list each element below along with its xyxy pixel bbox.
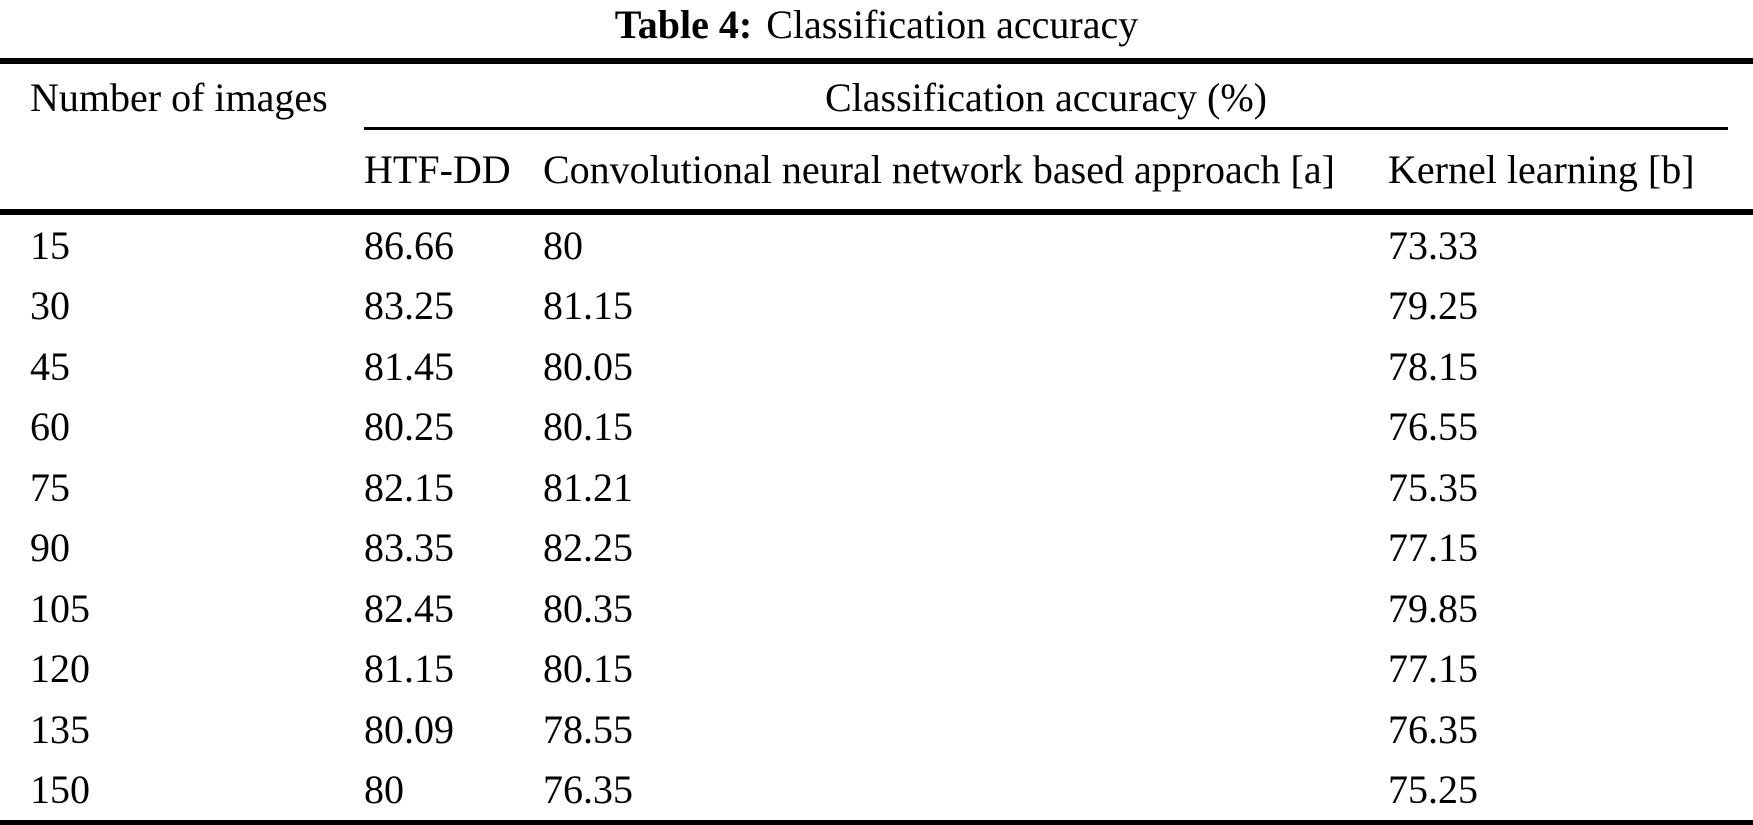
cell-images: 60: [30, 404, 70, 450]
cell-cnn: 80.15: [543, 404, 633, 450]
cell-kernel: 79.25: [1388, 283, 1478, 329]
cell-kernel: 77.15: [1388, 525, 1478, 571]
table-caption-text: Classification accuracy: [766, 1, 1139, 47]
cell-htf-dd: 83.25: [364, 283, 454, 329]
table-caption-label: Table 4:: [614, 1, 753, 47]
cell-cnn: 80.05: [543, 343, 633, 389]
cell-htf-dd: 81.15: [364, 646, 454, 692]
cell-kernel: 79.85: [1388, 585, 1478, 631]
cell-htf-dd: 86.66: [364, 222, 454, 268]
cell-htf-dd: 82.15: [364, 464, 454, 510]
cell-cnn: 78.55: [543, 706, 633, 752]
table-bottom-rule: [0, 820, 1753, 825]
table-caption: Table 4: Classification accuracy: [0, 0, 1753, 58]
cell-htf-dd: 80: [364, 767, 404, 813]
col-header-cnn-approach: Convolutional neural network based appro…: [543, 147, 1335, 192]
cell-images: 120: [30, 646, 90, 692]
cell-images: 45: [30, 343, 70, 389]
cell-images: 75: [30, 464, 70, 510]
cell-cnn: 81.21: [543, 464, 633, 510]
cell-htf-dd: 83.35: [364, 525, 454, 571]
cell-htf-dd: 81.45: [364, 343, 454, 389]
cell-images: 30: [30, 283, 70, 329]
cell-htf-dd: 80.09: [364, 706, 454, 752]
cell-cnn: 80.35: [543, 585, 633, 631]
cell-kernel: 75.25: [1388, 767, 1478, 813]
cell-kernel: 78.15: [1388, 343, 1478, 389]
group-header-classification-accuracy: Classification accuracy (%): [364, 64, 1753, 130]
cell-kernel: 76.55: [1388, 404, 1478, 450]
col-header-htf-dd: HTF-DD: [364, 147, 511, 192]
cell-kernel: 75.35: [1388, 464, 1478, 510]
table-mid-rule: [0, 209, 1753, 215]
cell-htf-dd: 82.45: [364, 585, 454, 631]
cell-kernel: 73.33: [1388, 222, 1478, 268]
col-header-number-of-images: Number of images: [30, 74, 328, 120]
cell-kernel: 77.15: [1388, 646, 1478, 692]
cell-cnn: 76.35: [543, 767, 633, 813]
group-header-label: Classification accuracy (%): [824, 74, 1267, 120]
cell-kernel: 76.35: [1388, 706, 1478, 752]
cell-images: 90: [30, 525, 70, 571]
cell-images: 15: [30, 222, 70, 268]
cell-images: 135: [30, 706, 90, 752]
cell-images: 105: [30, 585, 90, 631]
cell-htf-dd: 80.25: [364, 404, 454, 450]
cell-cnn: 81.15: [543, 283, 633, 329]
cell-cnn: 80: [543, 222, 583, 268]
table-body: 15 86.66 80 73.33 30 83.25 81.15 79.25 4…: [0, 215, 1753, 820]
column-group-rule: [364, 127, 1728, 130]
col-header-kernel-learning: Kernel learning [b]: [1388, 147, 1695, 192]
cell-cnn: 82.25: [543, 525, 633, 571]
cell-cnn: 80.15: [543, 646, 633, 692]
table-top-rule: [0, 58, 1753, 64]
cell-images: 150: [30, 767, 90, 813]
table-header: Number of images Classification accuracy…: [0, 64, 1753, 209]
